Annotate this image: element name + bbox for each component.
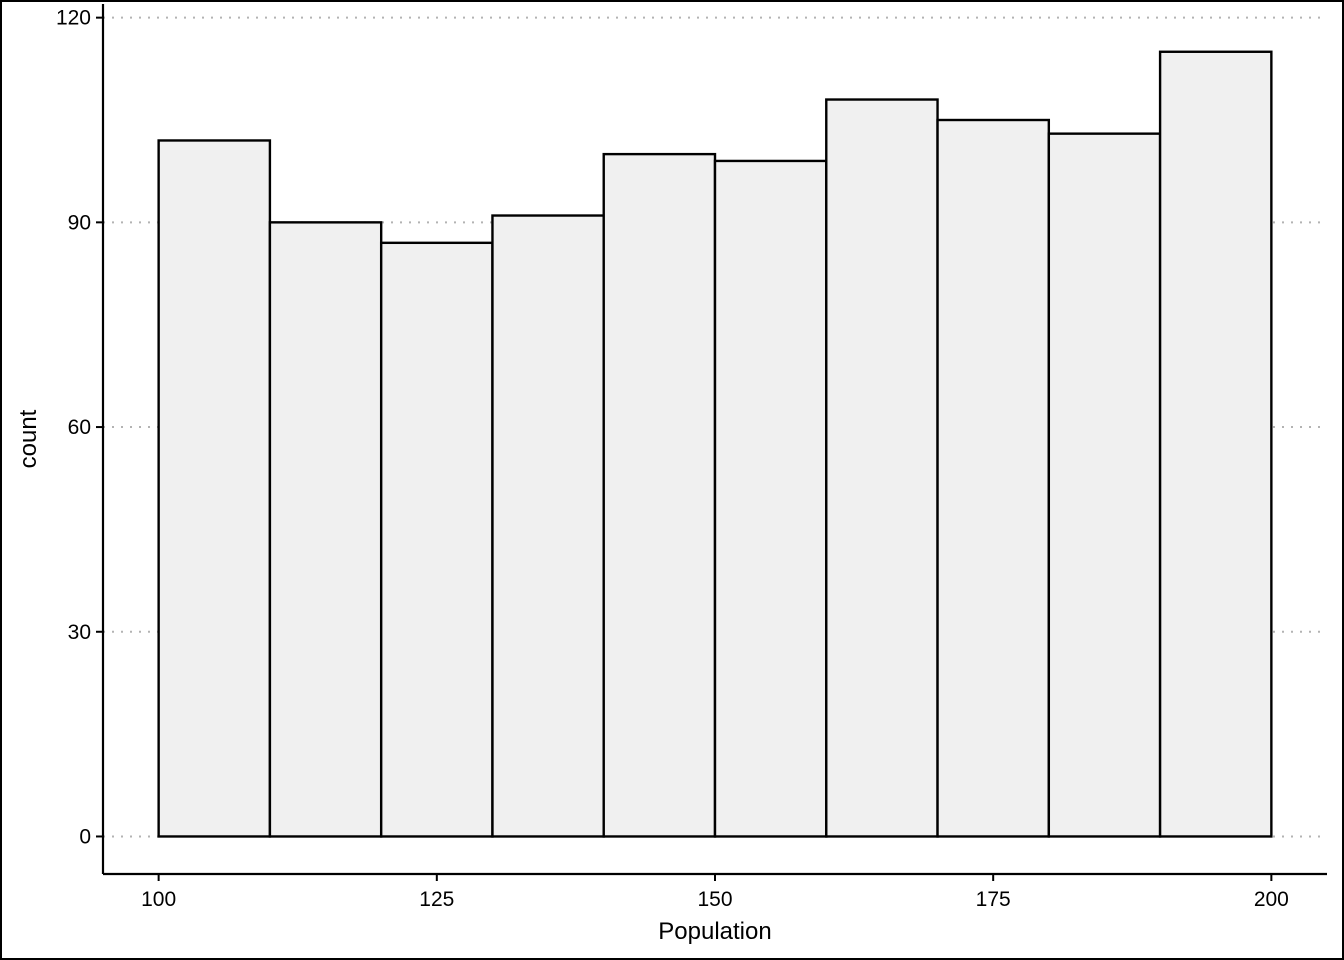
bar-180-190 [1047, 132, 1162, 838]
x-tick-label-100: 100 [141, 888, 176, 911]
bars [157, 50, 1273, 838]
bar-160-170 [825, 98, 939, 838]
y-tick-label-30: 30 [68, 621, 91, 644]
y-tick-label-60: 60 [68, 416, 91, 439]
bar-190-200 [1158, 50, 1273, 838]
y-tick-label-120: 120 [56, 7, 91, 30]
bar-130-140 [491, 214, 605, 838]
y-axis-label: count [15, 409, 42, 468]
y-tick-label-90: 90 [68, 211, 91, 234]
bar-110-120 [268, 221, 383, 838]
x-axis-label: Population [658, 918, 771, 945]
x-tick-label-125: 125 [419, 888, 454, 911]
bar-170-180 [936, 118, 1051, 838]
bar-100-110 [157, 139, 272, 838]
bar-140-150 [602, 152, 717, 838]
x-tick-label-175: 175 [976, 888, 1011, 911]
bar-120-130 [379, 241, 494, 838]
ticks: 0 30 60 90 120 100 125 150 175 200 [56, 7, 1289, 911]
y-tick-label-0: 0 [79, 825, 91, 848]
bar-150-160 [713, 159, 828, 838]
x-tick-label-200: 200 [1254, 888, 1289, 911]
x-tick-label-150: 150 [697, 888, 732, 911]
